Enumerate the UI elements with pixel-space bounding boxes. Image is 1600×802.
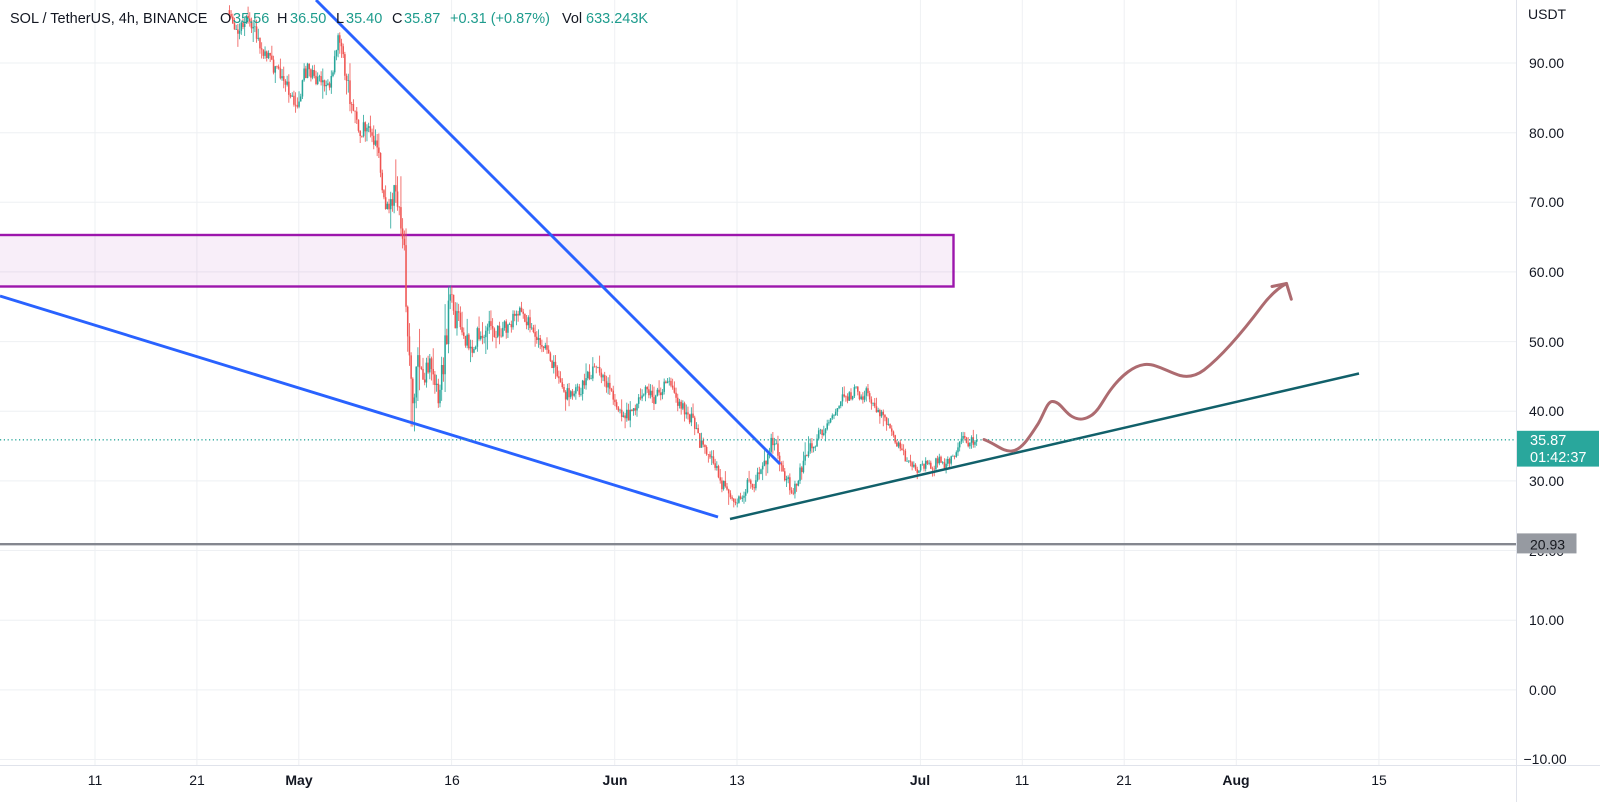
svg-text:60.00: 60.00	[1529, 264, 1564, 280]
svg-text:SOL / TetherUS, 4h, BINANCE: SOL / TetherUS, 4h, BINANCE	[10, 11, 208, 27]
svg-text:35.56: 35.56	[233, 11, 269, 27]
svg-text:80.00: 80.00	[1529, 125, 1564, 141]
svg-text:10.00: 10.00	[1529, 612, 1564, 628]
svg-text:11: 11	[1015, 772, 1030, 788]
svg-text:11: 11	[88, 772, 103, 788]
svg-text:35.87: 35.87	[1530, 433, 1566, 449]
svg-text:20.93: 20.93	[1530, 536, 1565, 552]
svg-text:USDT: USDT	[1528, 6, 1567, 22]
svg-text:70.00: 70.00	[1529, 194, 1564, 210]
svg-text:May: May	[285, 772, 312, 788]
svg-text:H: H	[277, 11, 287, 27]
svg-text:35.87: 35.87	[404, 11, 440, 27]
svg-text:Vol: Vol	[562, 11, 582, 27]
svg-text:0.00: 0.00	[1529, 682, 1556, 698]
svg-text:40.00: 40.00	[1529, 403, 1564, 419]
svg-text:30.00: 30.00	[1529, 473, 1564, 489]
svg-text:Jul: Jul	[910, 772, 930, 788]
svg-text:90.00: 90.00	[1529, 55, 1564, 71]
svg-text:+0.31 (+0.87%): +0.31 (+0.87%)	[450, 11, 550, 27]
svg-text:−10.00: −10.00	[1524, 751, 1567, 767]
svg-text:O: O	[220, 11, 231, 27]
svg-text:Aug: Aug	[1222, 772, 1249, 788]
svg-text:633.243K: 633.243K	[586, 11, 648, 27]
svg-text:36.50: 36.50	[290, 11, 326, 27]
svg-text:Jun: Jun	[603, 772, 628, 788]
svg-text:21: 21	[189, 772, 205, 788]
svg-text:13: 13	[729, 772, 745, 788]
svg-text:01:42:37: 01:42:37	[1530, 450, 1586, 466]
svg-text:21: 21	[1116, 772, 1132, 788]
svg-text:L: L	[336, 11, 344, 27]
svg-text:35.40: 35.40	[346, 11, 382, 27]
svg-text:15: 15	[1371, 772, 1387, 788]
svg-text:50.00: 50.00	[1529, 334, 1564, 350]
svg-text:16: 16	[444, 772, 460, 788]
svg-text:C: C	[392, 11, 402, 27]
